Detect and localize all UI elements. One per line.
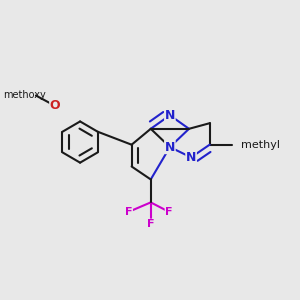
Text: O: O xyxy=(50,99,60,112)
Text: methoxy: methoxy xyxy=(3,90,46,100)
Text: F: F xyxy=(165,207,173,217)
Text: methyl: methyl xyxy=(241,140,280,150)
Text: F: F xyxy=(125,207,132,217)
Text: F: F xyxy=(147,219,154,229)
Text: N: N xyxy=(165,109,175,122)
Text: N: N xyxy=(165,141,175,154)
Text: N: N xyxy=(186,151,196,164)
